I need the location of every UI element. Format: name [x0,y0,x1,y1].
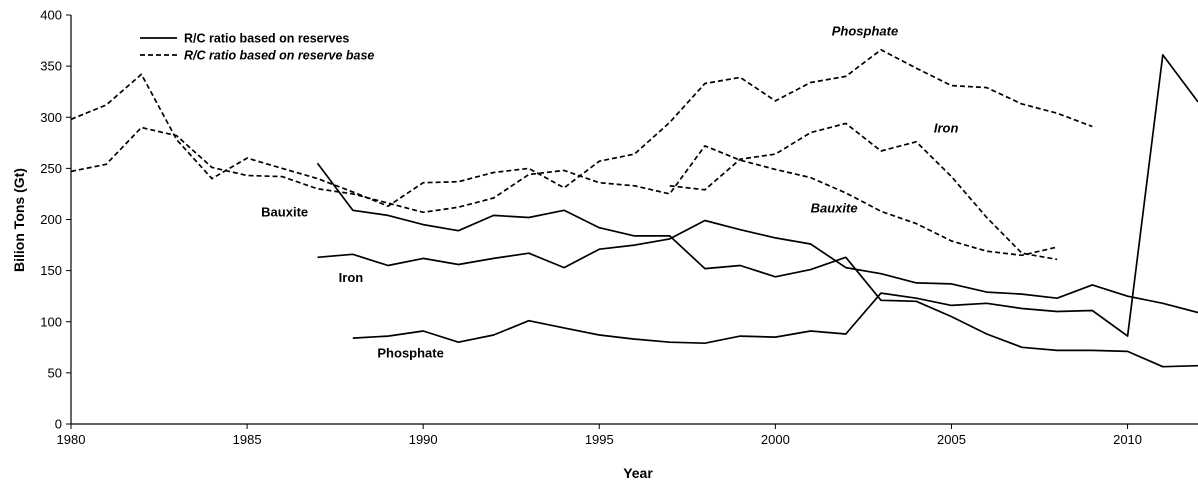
x-tick-label: 1980 [57,432,86,447]
y-tick-label: 100 [40,314,62,329]
y-tick-label: 0 [55,417,62,432]
series-line-reserves-bauxite [316,162,1198,368]
legend-label-solid: R/C ratio based on reserves [184,32,349,46]
series-line-reserves-iron [317,219,1198,314]
series-line-reserves-phosphate [352,54,1198,345]
x-tick-label: 2000 [761,432,790,447]
series-line-reserve-base-iron [669,122,1058,261]
x-tick-label: 2010 [1113,432,1142,447]
annotation-bauxite-reserve-base: Bauxite [811,200,858,215]
annotation-iron-reserve-base: Iron [934,121,959,136]
x-tick-label: 2005 [937,432,966,447]
y-tick-label: 350 [40,59,62,74]
annotation-iron-reserves: Iron [339,270,364,285]
annotation-phosphate-reserve-base: Phosphate [832,23,898,38]
x-tick-label: 1990 [409,432,438,447]
series-line-reserve-base-bauxite [70,126,1058,257]
y-axis-title: Bilion Tons (Gt) [11,168,27,272]
y-tick-label: 50 [48,365,62,380]
y-tick-label: 250 [40,161,62,176]
x-tick-label: 1985 [233,432,262,447]
y-tick-label: 400 [40,8,62,23]
annotation-phosphate-reserves: Phosphate [377,346,443,361]
x-axis-title: Year [623,465,653,481]
x-tick-label: 1995 [585,432,614,447]
series-lines [70,48,1198,368]
y-tick-label: 150 [40,263,62,278]
y-tick-label: 300 [40,110,62,125]
series-line-reserve-base-phosphate [70,48,1093,208]
axes: 0 50 100 150 200 250 300 350 400 1980 1985 1990 1995… [40,8,1198,447]
legend: R/C ratio based on reserves R/C ratio bas… [140,32,374,63]
annotation-bauxite-reserves: Bauxite [261,204,308,219]
y-tick-label: 200 [40,212,62,227]
series-annotations: Bauxite Iron Phosphate Phosphate Iron Bauxite [261,23,958,360]
legend-label-dashed: R/C ratio based on reserve base [184,49,374,63]
